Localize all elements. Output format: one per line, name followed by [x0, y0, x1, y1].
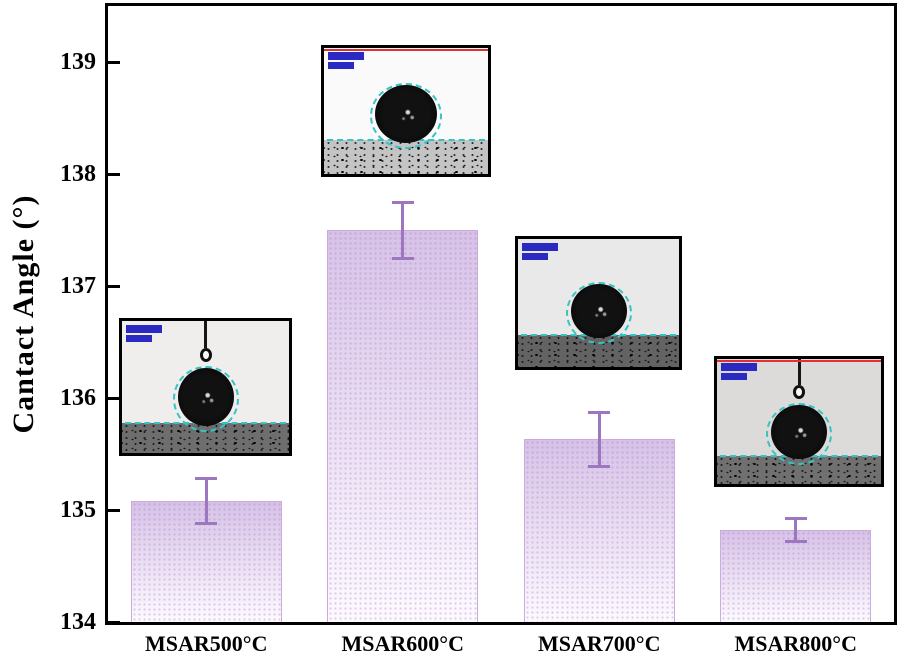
needle: [797, 359, 801, 385]
instrument-label: [126, 335, 152, 342]
error-bar-cap: [588, 464, 611, 468]
droplet: [771, 405, 827, 459]
error-bar-cap: [391, 256, 414, 260]
droplet: [375, 85, 437, 143]
droplet-photo-msar600: [321, 45, 491, 177]
error-bar-cap: [784, 517, 807, 521]
y-tick-label: 135: [60, 497, 96, 523]
y-tick-label: 136: [60, 385, 96, 411]
instrument-label: [522, 253, 548, 260]
error-bar: [597, 412, 601, 467]
y-tick-mark: [108, 284, 120, 288]
droplet: [177, 368, 234, 426]
bar-MSAR600°C: [327, 230, 479, 622]
error-bar-cap: [195, 477, 218, 481]
fit-circle-overlay: [766, 403, 832, 465]
error-bar-cap: [195, 521, 218, 525]
x-tick-label: MSAR800°C: [734, 631, 857, 656]
x-tick-label: MSAR500°C: [145, 631, 268, 656]
instrument-label: [721, 363, 757, 371]
error-bar-cap: [588, 411, 611, 415]
droplet-photo-msar800: [714, 356, 884, 487]
scan-line: [717, 360, 881, 362]
error-bar: [794, 518, 798, 542]
y-tick-mark: [108, 396, 120, 400]
droplet-photo-msar700: [515, 236, 682, 370]
x-tick-label: MSAR700°C: [538, 631, 661, 656]
bar-MSAR800°C: [720, 530, 872, 622]
fit-circle-overlay: [172, 366, 239, 432]
instrument-label: [328, 52, 364, 60]
instrument-label: [328, 62, 354, 69]
y-tick-label: 134: [60, 609, 96, 635]
fit-circle-overlay: [370, 83, 442, 149]
instrument-label: [522, 243, 558, 251]
needle-ring: [199, 348, 212, 362]
y-tick-mark: [108, 60, 120, 64]
error-bar-cap: [391, 200, 414, 204]
x-tick-label: MSAR600°C: [341, 631, 464, 656]
error-bar-cap: [784, 539, 807, 543]
y-tick-label: 137: [60, 273, 96, 299]
needle-ring: [793, 385, 805, 399]
error-bar: [204, 478, 208, 524]
y-tick-mark: [108, 620, 120, 624]
fit-circle-overlay: [565, 282, 632, 344]
scan-line: [324, 49, 488, 51]
needle: [204, 321, 207, 348]
y-tick-label: 138: [60, 161, 96, 187]
instrument-label: [721, 373, 747, 380]
y-tick-mark: [108, 172, 120, 176]
y-tick-label: 139: [60, 49, 96, 75]
error-bar: [401, 202, 405, 258]
droplet: [570, 284, 627, 338]
plot-area: [105, 3, 897, 625]
instrument-label: [126, 325, 162, 333]
y-tick-mark: [108, 508, 120, 512]
bar-MSAR700°C: [523, 439, 675, 622]
droplet-photo-msar500: [119, 318, 292, 456]
